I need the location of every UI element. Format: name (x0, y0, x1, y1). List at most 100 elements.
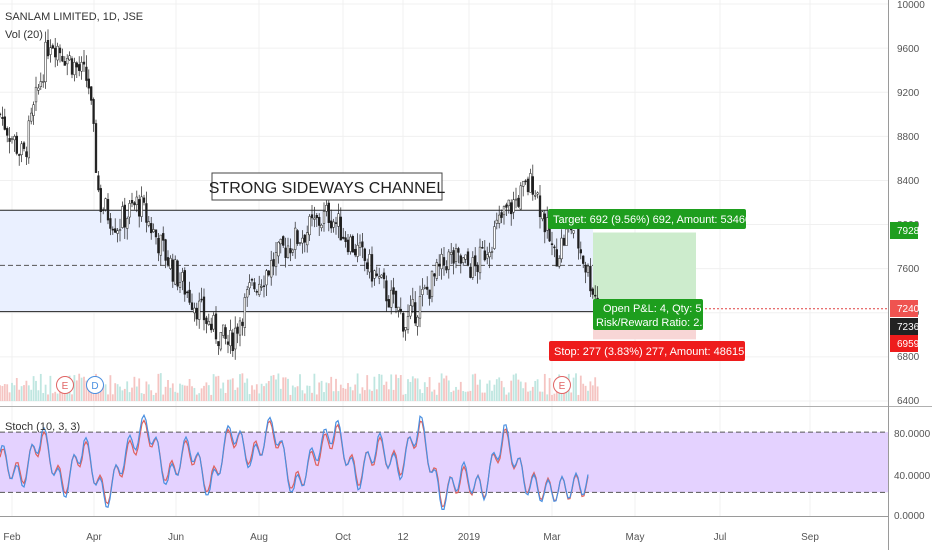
volume-bar (519, 381, 522, 401)
candle-body (87, 78, 90, 89)
candle-body (166, 257, 170, 266)
volume-bar (193, 387, 196, 401)
candle-body (73, 62, 76, 76)
volume-bar (294, 387, 297, 401)
candle-body (154, 229, 158, 238)
volume-bar (397, 378, 400, 401)
volume-bar (594, 377, 597, 401)
earnings-marker-2[interactable]: E (553, 376, 571, 394)
stop-label-box[interactable] (549, 341, 745, 361)
candle-body (212, 315, 215, 330)
candle-body (354, 248, 357, 256)
candle-body (70, 58, 74, 75)
candle-body (279, 238, 282, 245)
dividend-marker[interactable]: D (86, 376, 104, 394)
volume-bar (493, 384, 496, 401)
volume-bar (527, 391, 529, 401)
candle-body (536, 192, 539, 195)
volume-bar (524, 382, 527, 401)
candle-body (418, 296, 422, 319)
volume-bar (121, 390, 124, 401)
volume-bar (210, 394, 213, 401)
candle-body (514, 198, 518, 201)
open-pl-box[interactable] (593, 299, 703, 330)
target-zone (593, 232, 696, 309)
time-tick: May (626, 532, 645, 543)
volume-bar (287, 378, 289, 401)
volume-bar (486, 383, 489, 401)
volume-bar (435, 394, 438, 401)
candle-body (397, 306, 400, 311)
stop-label: Stop: 277 (3.83%) 277, Amount: 48615 (554, 346, 744, 358)
candle-body (260, 286, 263, 288)
candle-body (241, 321, 244, 326)
volume-bar (78, 373, 81, 401)
candle-body (394, 290, 398, 308)
candle-body (478, 246, 482, 274)
candle-body (510, 202, 513, 215)
channel-label-box[interactable] (211, 172, 443, 201)
candle-body (546, 217, 549, 231)
candle-body (550, 243, 554, 246)
volume-bar (171, 383, 174, 401)
volume-bar (570, 392, 573, 401)
volume-bar (421, 392, 424, 401)
volume-bar (128, 392, 131, 401)
volume-bar (20, 386, 23, 401)
candle-body (562, 237, 566, 246)
volume-bar (87, 385, 90, 401)
volume-bar (450, 392, 453, 401)
candle-body (106, 199, 110, 221)
volume-bar (181, 384, 184, 401)
candle-body (258, 283, 261, 295)
volume-bar (596, 386, 599, 401)
volume-bar (258, 393, 261, 401)
volume-bar (522, 388, 525, 401)
volume-bar (347, 383, 349, 401)
candle-body (555, 249, 558, 267)
volume-bar (349, 386, 352, 401)
volume-bar (531, 386, 534, 401)
volume-bar (224, 392, 227, 401)
candle-body (373, 270, 376, 279)
candle-body (15, 135, 18, 154)
volume-bar (363, 390, 366, 401)
volume-bar (234, 389, 237, 401)
candle-body (344, 237, 347, 242)
target-label-box[interactable] (548, 209, 746, 229)
volume-bar (459, 381, 462, 401)
volume-bar (539, 391, 541, 401)
candle-body (171, 259, 174, 282)
candle-body (82, 61, 86, 65)
volume-bar (131, 387, 133, 401)
stop-price-badge (890, 335, 918, 352)
stoch-axis[interactable]: 80.0000 40.0000 0.0000 (894, 429, 931, 522)
volume-bar (318, 382, 321, 401)
candle-body (75, 62, 78, 68)
candle-body (270, 260, 273, 278)
volume-bar (503, 387, 505, 401)
volume-bar (152, 394, 155, 401)
volume-bar (284, 377, 287, 401)
volume-bar (47, 394, 49, 401)
candle-body (538, 195, 542, 217)
time-axis[interactable]: Feb Apr Jun Aug Oct 12 2019 Mar May Jul … (3, 532, 819, 543)
volume-bar (260, 383, 263, 401)
volume-bar (289, 394, 292, 401)
candle-body (210, 323, 213, 331)
volume-bar (385, 381, 388, 401)
volume-bar (251, 385, 253, 401)
candle-body (128, 203, 131, 218)
earnings-marker[interactable]: E (56, 376, 74, 394)
volume-bar (337, 391, 340, 401)
last-price-badge (890, 300, 918, 317)
candle-body (457, 248, 460, 253)
volume-bar (109, 375, 112, 401)
volume-bar (138, 378, 141, 401)
volume-bar (80, 377, 83, 401)
stoch-tick: 80.0000 (894, 429, 931, 440)
volume-bar (39, 373, 42, 401)
candle-body (198, 300, 201, 320)
volume-bar (59, 391, 61, 401)
